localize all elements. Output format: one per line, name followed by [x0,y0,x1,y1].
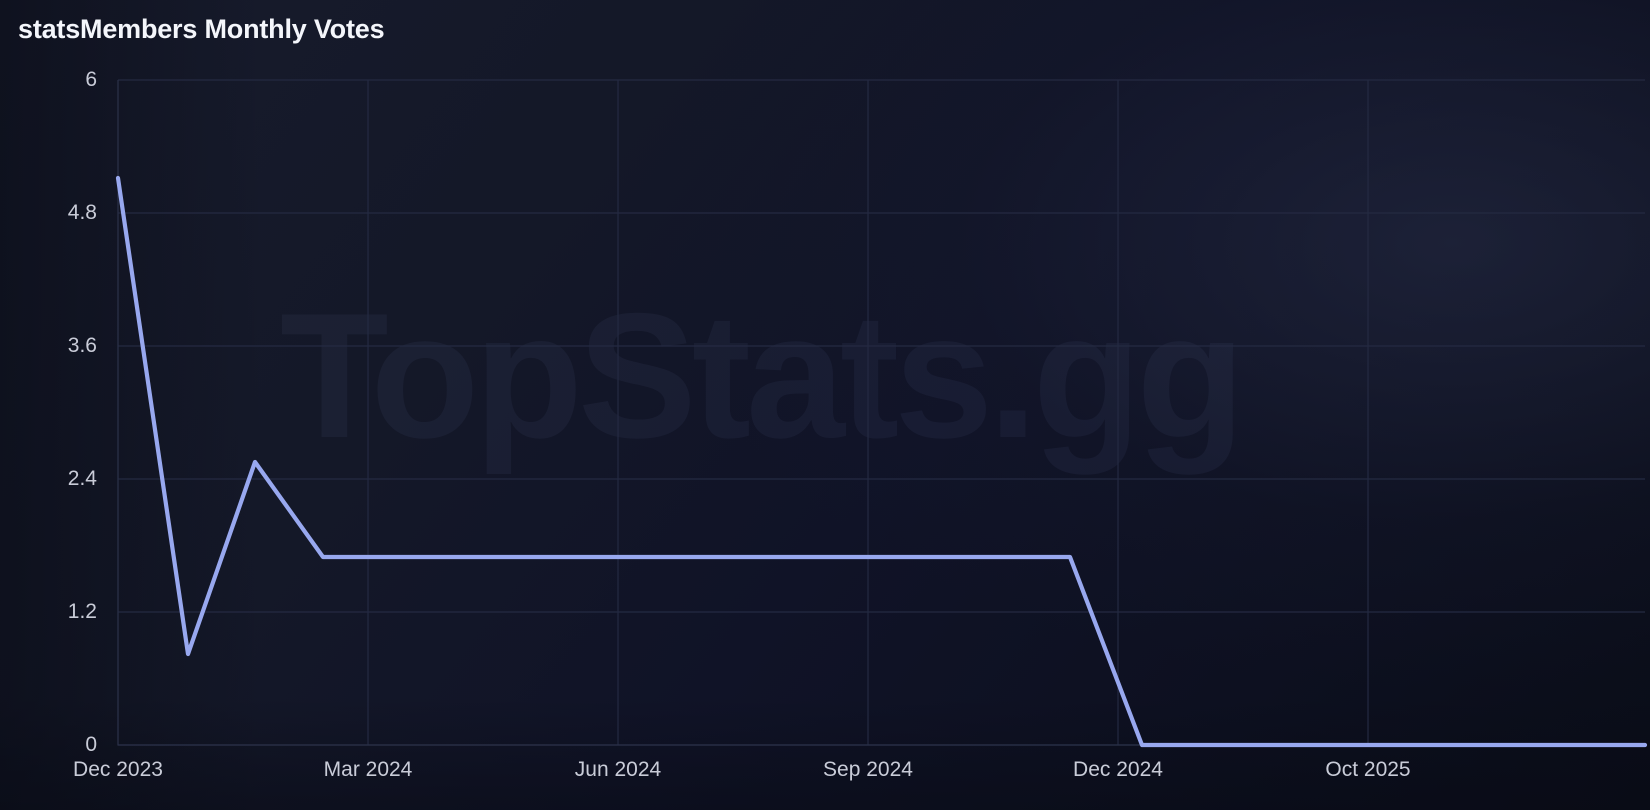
y-axis-tick-label: 3.6 [67,334,97,357]
x-axis-tick-label: Oct 2025 [1325,758,1411,781]
x-axis-tick-label: Dec 2023 [73,758,163,781]
y-axis-labels: 0 1.2 2.4 3.6 4.8 6 [0,0,104,810]
x-axis-tick-label: Sep 2024 [823,758,913,781]
y-axis-tick-label: 1.2 [67,600,97,623]
x-axis-tick-label: Mar 2024 [323,758,413,781]
x-axis-tick-label: Dec 2024 [1073,758,1163,781]
axis-frame [117,80,1645,746]
page-title: statsMembers Monthly Votes [18,14,385,44]
y-axis-tick-label: 6 [85,68,97,91]
series-line-monthly-votes [115,175,1648,748]
y-axis-tick-label: 0 [85,733,97,756]
x-axis-tick-label: Jun 2024 [574,758,662,781]
y-axis-tick-label: 2.4 [67,467,97,490]
y-axis-tick-label: 4.8 [67,201,97,224]
